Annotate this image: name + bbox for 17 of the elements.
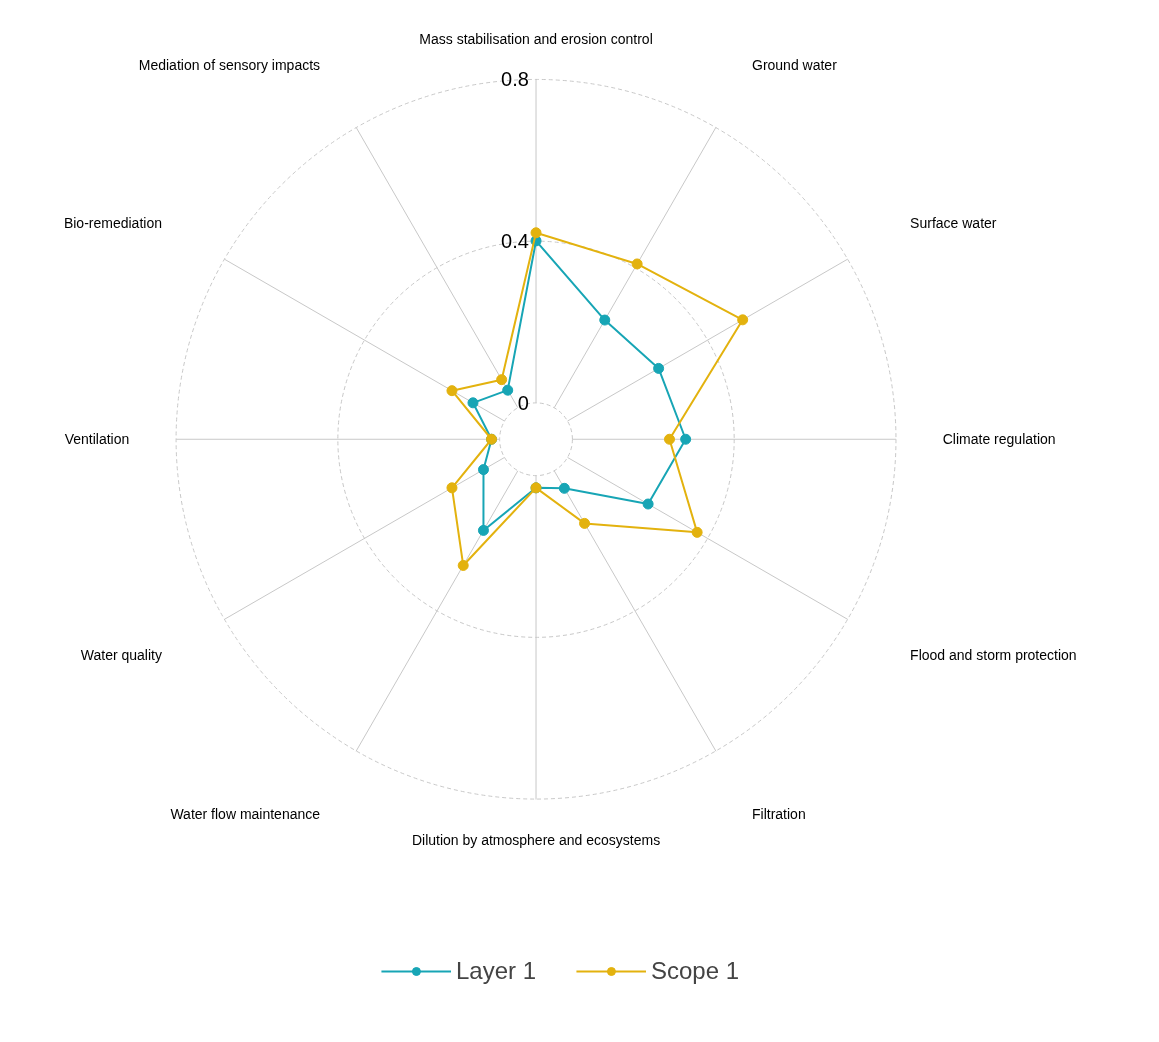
spoke-label: Bio-remediation (63, 215, 162, 232)
y-tick-label: 0.4 (501, 229, 529, 252)
spoke-label: Flood and storm protection (910, 647, 1077, 664)
spoke-label: Dilution by atmosphere and ecosystems (411, 831, 661, 848)
spoke-label: Ground water (751, 56, 838, 73)
legend-label: Layer 1 (455, 957, 536, 985)
spoke-label: Ventilation (64, 431, 130, 448)
spoke-label: Water quality (80, 647, 162, 664)
spoke-label: Water flow maintenance (170, 805, 321, 822)
y-tick-label: 0 (517, 391, 529, 414)
spoke-label: Mediation of sensory impacts (138, 56, 321, 73)
legend-label: Scope 1 (650, 957, 740, 985)
spoke-label: Mass stabilisation and erosion control (419, 30, 653, 47)
spoke-label: Filtration (751, 805, 806, 822)
spoke-label: Surface water (910, 215, 997, 232)
y-tick-label: 0.8 (501, 67, 529, 90)
spoke-label: Climate regulation (942, 431, 1056, 448)
